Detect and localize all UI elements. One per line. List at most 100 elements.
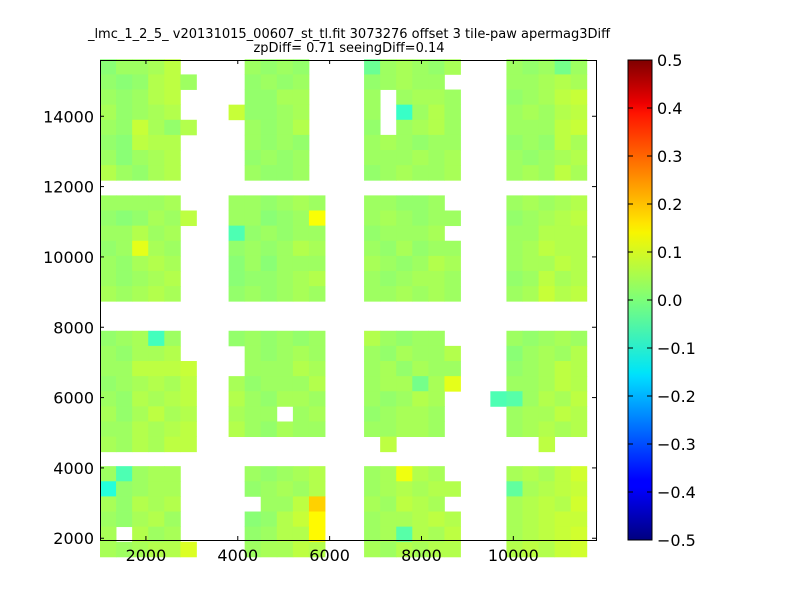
heatmap-cell: [522, 421, 539, 438]
heatmap-cell: [260, 466, 278, 482]
heatmap-cell: [444, 376, 461, 392]
heatmap-cell: [100, 511, 117, 528]
heatmap-cell: [380, 150, 397, 166]
heatmap-cell: [570, 195, 588, 211]
heatmap-cell: [100, 376, 117, 392]
colorbar-tick-label: −0.5: [657, 531, 696, 550]
heatmap-cell: [428, 104, 445, 121]
heatmap-cell: [276, 511, 294, 528]
heatmap-cell: [228, 104, 246, 121]
heatmap-cell: [554, 119, 572, 136]
heatmap-cell: [570, 134, 588, 151]
heatmap-cell: [260, 361, 278, 377]
heatmap-cell: [308, 286, 326, 302]
heatmap-cell: [148, 74, 165, 90]
heatmap-cell: [364, 255, 381, 272]
heatmap-cell: [292, 104, 310, 121]
heatmap-cell: [116, 406, 133, 422]
heatmap-cell: [538, 286, 556, 302]
heatmap-cell: [276, 270, 294, 287]
heatmap-cell: [308, 496, 326, 512]
heatmap-cell: [148, 436, 165, 453]
heatmap-cell: [292, 406, 310, 422]
heatmap-cell: [228, 240, 246, 257]
heatmap-cell: [132, 481, 149, 497]
heatmap-cell: [132, 345, 149, 362]
heatmap-cell: [116, 391, 133, 407]
heatmap-cell: [522, 104, 539, 121]
heatmap-cell: [260, 496, 278, 512]
heatmap-cell: [244, 210, 262, 227]
heatmap-cell: [506, 481, 523, 497]
heatmap-cell: [364, 361, 381, 377]
heatmap-cell: [412, 391, 429, 407]
heatmap-cell: [308, 466, 326, 482]
heatmap-cell: [522, 89, 539, 106]
heatmap-cell: [396, 421, 413, 438]
heatmap-cell: [364, 511, 381, 528]
heatmap-cell: [380, 421, 397, 438]
heatmap-cell: [396, 89, 413, 106]
heatmap-cell: [228, 330, 246, 347]
heatmap-cell: [132, 74, 149, 90]
heatmap-cell: [412, 345, 429, 362]
heatmap-cell: [164, 330, 181, 347]
heatmap-cell: [100, 391, 117, 407]
heatmap-cell: [132, 421, 149, 438]
heatmap-cell: [522, 119, 539, 136]
y-tick-label: 12000: [43, 178, 94, 197]
heatmap-cell: [396, 150, 413, 166]
heatmap-cell: [444, 165, 461, 181]
heatmap-cell: [116, 270, 133, 287]
heatmap-cell: [380, 255, 397, 272]
heatmap-cell: [364, 74, 381, 90]
heatmap-cell: [116, 481, 133, 497]
heatmap-cell: [100, 225, 117, 242]
heatmap-cell: [522, 496, 539, 512]
heatmap-cell: [116, 59, 133, 75]
heatmap-cell: [228, 406, 246, 422]
heatmap-cell: [260, 195, 278, 211]
heatmap-cell: [506, 361, 523, 377]
heatmap-cell: [506, 210, 523, 227]
heatmap-cell: [570, 406, 588, 422]
heatmap-cell: [522, 195, 539, 211]
heatmap-cell: [364, 376, 381, 392]
colorbar-tick-label: 0.1: [657, 243, 682, 262]
heatmap-cell: [522, 376, 539, 392]
heatmap-cell: [428, 255, 445, 272]
heatmap-cell: [364, 481, 381, 497]
heatmap-cell: [428, 421, 445, 438]
heatmap-cell: [522, 134, 539, 151]
heatmap-cell: [180, 376, 197, 392]
heatmap-cell: [554, 345, 572, 362]
heatmap-cell: [364, 240, 381, 257]
heatmap-cell: [116, 361, 133, 377]
heatmap-cell: [180, 406, 197, 422]
heatmap-cell: [428, 134, 445, 151]
heatmap-cell: [100, 526, 117, 543]
heatmap-cell: [396, 195, 413, 211]
heatmap-cell: [364, 270, 381, 287]
heatmap-cell: [396, 376, 413, 392]
heatmap-cell: [244, 134, 262, 151]
heatmap-cell: [276, 240, 294, 257]
heatmap-cell: [292, 511, 310, 528]
heatmap-cell: [148, 59, 165, 75]
heatmap-cell: [132, 255, 149, 272]
heatmap-cell: [180, 119, 197, 136]
heatmap-cell: [522, 240, 539, 257]
heatmap-cell: [506, 74, 523, 90]
heatmap-cell: [396, 511, 413, 528]
heatmap-cell: [554, 195, 572, 211]
heatmap-cell: [538, 541, 556, 558]
heatmap-cell: [148, 481, 165, 497]
heatmap-cell: [132, 89, 149, 106]
heatmap-cell: [396, 74, 413, 90]
heatmap-cell: [244, 391, 262, 407]
heatmap-cell: [276, 74, 294, 90]
heatmap-cell: [538, 74, 556, 90]
heatmap-cell: [380, 526, 397, 543]
heatmap-cell: [164, 225, 181, 242]
heatmap-cell: [100, 270, 117, 287]
